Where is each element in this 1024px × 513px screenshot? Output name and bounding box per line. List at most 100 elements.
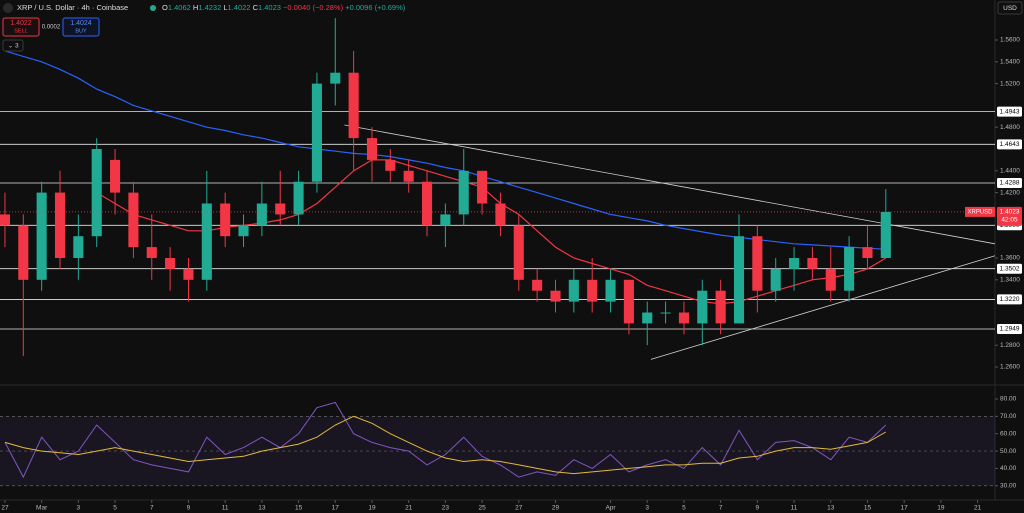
level-label: 1.3220	[1000, 296, 1020, 303]
candle-body	[183, 268, 194, 280]
level-label: 1.4943	[1000, 108, 1020, 115]
ohlc-value: 1.4232	[198, 3, 221, 12]
symbol-title: XRP / U.S. Dollar · 4h · Coinbase	[17, 3, 128, 12]
last-price-box	[997, 206, 1022, 226]
sell-button[interactable]	[2, 17, 40, 37]
x-tick-label: 7	[150, 505, 154, 512]
candle-body	[54, 192, 66, 259]
candle-body	[844, 247, 855, 291]
level-label-box	[997, 106, 1022, 117]
y-tick-label: 1.4200	[1000, 189, 1020, 196]
plot: 1.5600 1.5400 1.5200 1.4800 1.4400 1.4200 1.36…	[0, 18, 1022, 512]
candle-body	[697, 290, 708, 324]
y-tick-label: 40.00	[1000, 465, 1017, 472]
x-tick-label: 27	[1, 505, 9, 512]
candle-body	[770, 268, 781, 291]
ohlc-label: H	[193, 3, 198, 12]
level-label: 1.3502	[1000, 265, 1020, 272]
ohlc-label: O	[162, 3, 168, 12]
indicators-toggle[interactable]	[2, 39, 24, 52]
candle-body	[0, 214, 11, 226]
candle-body	[128, 192, 139, 248]
x-tick-label: Mar	[36, 505, 48, 512]
candle-body	[220, 203, 231, 237]
x-tick-label: 9	[187, 505, 191, 512]
candle-body	[752, 236, 763, 291]
candle-body	[201, 203, 212, 280]
x-tick-label: 29	[552, 505, 560, 512]
x-tick-label: 5	[113, 505, 117, 512]
candle-body	[623, 279, 634, 324]
overlay: XRP / U.S. Dollar · 4h · Coinbase O1.406…	[2, 1, 1023, 52]
candle-body	[458, 170, 469, 215]
candle-body	[366, 138, 378, 160]
sell-price: 1.4022	[10, 20, 32, 27]
trendline	[650, 255, 996, 360]
candle-body	[421, 181, 433, 226]
candle-body	[36, 192, 47, 280]
buy-button[interactable]	[62, 17, 100, 37]
candle-body	[825, 268, 836, 291]
candle-body	[587, 279, 598, 302]
candle-body	[73, 236, 84, 259]
rsi-line	[4, 401, 887, 479]
candle-body	[807, 258, 818, 269]
symbol-label: XRPUSD	[967, 209, 993, 215]
symbol-label-box	[965, 206, 995, 217]
currency: USD	[1003, 5, 1017, 12]
candle-body	[789, 258, 800, 269]
candle-body	[477, 170, 488, 204]
x-tick-label: 15	[295, 505, 303, 512]
candle-body	[660, 312, 671, 314]
ohlc-label: C	[253, 3, 259, 12]
candle-body	[880, 211, 891, 259]
last-price: 1.4023	[1000, 209, 1020, 216]
candle-body	[440, 214, 451, 226]
y-tick-label: 1.2600	[1000, 364, 1020, 371]
status-dot	[150, 5, 156, 11]
candle-body	[238, 225, 249, 237]
candle-body	[146, 247, 157, 259]
candle-body	[642, 312, 653, 324]
rsi-band	[0, 416, 995, 486]
candle-body	[348, 72, 359, 139]
x-tick-label: 3	[645, 505, 649, 512]
x-tick-label: 13	[827, 505, 835, 512]
change: −0.0040 (−0.28%)	[283, 3, 344, 12]
currency-button[interactable]	[997, 1, 1023, 15]
x-tick-label: 5	[682, 505, 686, 512]
y-tick-label: 1.5400	[1000, 59, 1020, 66]
candle-body	[495, 203, 506, 226]
countdown: 42:05	[1001, 217, 1018, 224]
level-label: 1.4288	[1000, 180, 1020, 187]
candle-body	[18, 225, 29, 280]
y-tick-label: 1.2800	[1000, 342, 1020, 349]
y-tick-label: 30.00	[1000, 482, 1017, 489]
candle-body	[256, 203, 267, 226]
x-tick-label: 27	[515, 505, 523, 512]
candle-body	[513, 225, 524, 280]
level-label-box	[997, 178, 1022, 189]
y-tick-label: 1.5200	[1000, 80, 1020, 87]
level-label: 1.2949	[1000, 326, 1020, 333]
candle-body	[293, 181, 304, 215]
extended-change: +0.0096 (+0.69%)	[345, 3, 406, 12]
y-tick-label: 1.3400	[1000, 277, 1020, 284]
candle-body	[568, 279, 579, 302]
x-tick-label: 11	[791, 505, 798, 512]
x-tick-label: 19	[368, 505, 376, 512]
chevron: ⌄	[8, 44, 13, 50]
level-label-box	[997, 294, 1022, 305]
x-tick-label: 9	[756, 505, 760, 512]
ohlc-label: L	[223, 3, 227, 12]
candle-body	[862, 247, 873, 259]
ohlc-value: 1.4062	[168, 3, 191, 12]
x-tick-label: 23	[442, 505, 450, 512]
ohlc-value: 1.4023	[258, 3, 281, 12]
indicator-count: 3	[15, 43, 19, 50]
ohlc: O1.4062 H1.4232 L1.4022 C1.4023 −0.0040 …	[162, 3, 406, 12]
candle-body	[715, 290, 726, 324]
x-tick-label: 11	[222, 505, 229, 512]
candle-body	[110, 159, 121, 193]
y-tick-label: 1.4800	[1000, 124, 1020, 131]
